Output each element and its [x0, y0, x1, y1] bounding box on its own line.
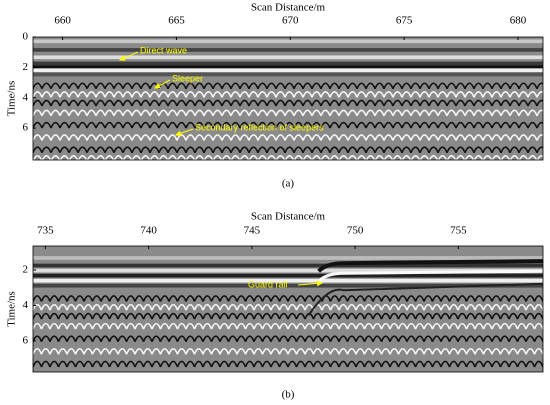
- annotation-arrow: [175, 128, 194, 137]
- arches: [33, 303, 543, 311]
- radargram-image: [33, 37, 543, 160]
- y-tick-label: 4: [23, 299, 29, 311]
- annotation-arrow: [154, 79, 171, 89]
- radargram: 660 665 670 675 680 0 2 4 6 Scan Distance/m Time/n…: [6, 2, 544, 190]
- arches: [33, 146, 543, 154]
- y-tick-label: 2: [23, 263, 29, 275]
- arches: [33, 134, 543, 141]
- frame: [32, 245, 544, 373]
- x-tick-label: 750: [347, 225, 364, 237]
- y-axis-title: Time/ns: [6, 291, 18, 327]
- arches: [33, 109, 543, 117]
- y-tick-label: 6: [23, 122, 29, 134]
- x-tick-label: 745: [244, 225, 261, 237]
- band: [33, 48, 543, 52]
- y-tick-label: 4: [23, 91, 29, 103]
- x-tick-label: 680: [510, 15, 527, 27]
- x-axis-title: Scan Distance/m: [251, 2, 326, 14]
- x-tick-label: 665: [168, 15, 185, 27]
- guard-rail: [317, 259, 543, 273]
- band: [33, 278, 543, 283]
- x-tick-label: 675: [396, 15, 413, 27]
- arches: [33, 121, 543, 129]
- y-tick-label: 6: [23, 334, 29, 346]
- annotation-arrow: [119, 51, 139, 61]
- arches: [33, 99, 543, 107]
- annotation: Sleeper: [172, 73, 203, 83]
- band: [33, 39, 543, 44]
- arches: [33, 360, 543, 368]
- band: [33, 268, 543, 273]
- caption: (b): [282, 389, 295, 401]
- band: [33, 273, 543, 278]
- frame: [32, 36, 544, 161]
- annotation: Direct wave: [140, 45, 187, 55]
- arches: [33, 91, 543, 98]
- band: [33, 263, 543, 268]
- arches: [33, 155, 543, 160]
- arches: [33, 312, 543, 320]
- annotation-arrow: [297, 280, 323, 287]
- annotation: Secondary reflection of sleepers: [195, 122, 324, 132]
- x-tick-label: 740: [140, 225, 157, 237]
- x-tick-label: 660: [54, 15, 71, 27]
- caption: (a): [282, 178, 295, 190]
- arches: [33, 322, 543, 330]
- band: [33, 72, 543, 77]
- band: [33, 68, 543, 73]
- band: [33, 65, 543, 69]
- band: [33, 55, 543, 60]
- guard-rail: [307, 282, 543, 316]
- y-tick-label: 0: [23, 31, 29, 43]
- band: [33, 283, 543, 288]
- annotation: Guard rail: [248, 279, 288, 289]
- x-tick-label: 670: [282, 15, 299, 27]
- band: [33, 61, 543, 66]
- y-tick-label: 2: [23, 61, 29, 73]
- arches: [33, 82, 543, 90]
- arches: [33, 335, 543, 343]
- guard-rail: [317, 269, 543, 283]
- arches: [33, 348, 543, 355]
- radargram: 735 740 745 750 755 2 4 6 Scan Distance/m Time/ns…: [6, 211, 544, 401]
- y-axis-title: Time/ns: [6, 81, 18, 117]
- x-axis-title: Scan Distance/m: [251, 211, 326, 223]
- x-tick-label: 735: [37, 225, 54, 237]
- band: [33, 256, 543, 260]
- x-tick-label: 755: [450, 225, 467, 237]
- radargram-image: [33, 246, 543, 372]
- arches: [33, 295, 543, 302]
